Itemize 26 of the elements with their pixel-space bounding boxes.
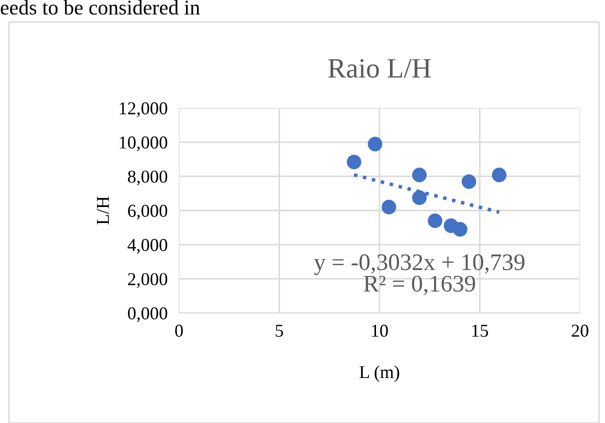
point	[428, 213, 442, 228]
point	[412, 190, 427, 205]
y-tick-label: 12,000	[120, 102, 168, 118]
point	[492, 168, 506, 182]
x-axis-title: L (m)	[360, 365, 400, 382]
point	[382, 200, 396, 214]
point	[462, 174, 476, 189]
point	[346, 154, 362, 170]
y-tick-label: 10,000	[120, 136, 168, 152]
x-tick-label: 0	[175, 324, 183, 337]
x-tick-label: 15	[472, 324, 488, 337]
point	[412, 168, 427, 182]
point	[452, 222, 468, 237]
text: eeds to be considered in	[0, 0, 200, 15]
x-tick-label: 5	[276, 324, 284, 337]
y-tick-label: 6,000	[128, 204, 168, 220]
x-tick-label: 10	[372, 324, 388, 337]
x-tick-label: 20	[572, 324, 588, 337]
y-tick-label: 8,000	[128, 170, 168, 186]
y-tick-label: 2,000	[128, 273, 168, 288]
chart-title: Raio L/H	[328, 59, 431, 78]
y-tick-label: 0,000	[128, 307, 168, 322]
y-tick-label: 4,000	[128, 238, 168, 254]
point	[368, 136, 382, 152]
y-axis-title: L/H	[96, 196, 110, 225]
annotation: y = -0,3032x + 10,739 R² = 0,1639	[314, 254, 524, 296]
